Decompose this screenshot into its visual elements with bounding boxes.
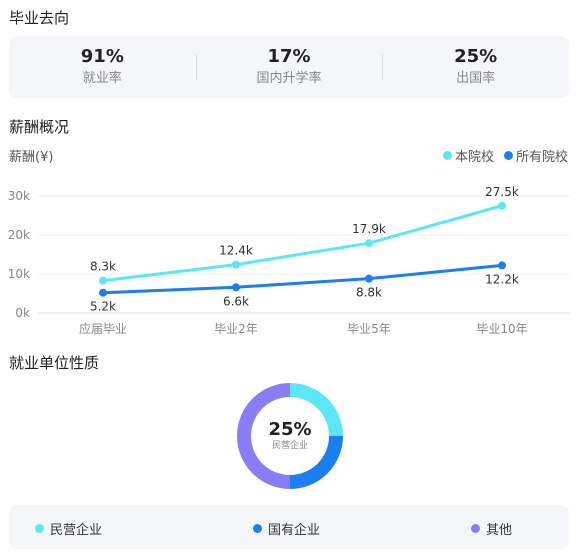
legend-label: 其他 xyxy=(486,523,513,538)
series-line-school xyxy=(102,204,503,283)
stat-abroad-rate: 25% 出国率 xyxy=(382,46,569,88)
donut-slice[interactable] xyxy=(289,383,343,437)
series-line-all xyxy=(102,263,503,295)
x-tick-label: 毕业5年 xyxy=(347,322,391,336)
stat-domestic-study-rate: 17% 国内升学率 xyxy=(195,46,383,88)
data-label: 6.6k xyxy=(223,294,249,308)
data-point xyxy=(99,276,107,285)
y-tick-label: 20k xyxy=(8,228,30,242)
salary-line-chart: 0k 10k 20k 30k 应届毕业 毕业2年 毕业5年 毕业10年 8.3k 12.4k 17.… xyxy=(8,185,570,336)
data-label: 12.4k xyxy=(219,244,253,258)
data-label: 17.9k xyxy=(352,222,386,236)
stat-value: 17% xyxy=(267,46,311,67)
employment-section-title: 毕业去向 xyxy=(9,9,70,27)
legend-item-private[interactable]: 民营企业 xyxy=(35,519,102,538)
donut-slice[interactable] xyxy=(289,435,343,489)
donut-slice[interactable] xyxy=(237,383,291,489)
chart-y-axis-label: 薪酬(¥) xyxy=(9,150,54,165)
salary-section-title: 薪酬概况 xyxy=(9,118,70,136)
data-point xyxy=(498,261,506,270)
y-tick-label: 30k xyxy=(8,189,30,203)
legend-dot-icon xyxy=(35,524,44,533)
legend-item-state-owned[interactable]: 国有企业 xyxy=(253,519,320,538)
data-label: 5.2k xyxy=(90,300,116,314)
legend-item-school[interactable]: 本院校 xyxy=(442,146,494,165)
legend-dot-icon xyxy=(471,524,480,533)
data-point xyxy=(365,274,373,283)
employer-type-section-title: 就业单位性质 xyxy=(9,354,100,372)
data-point xyxy=(365,239,373,248)
donut-chart xyxy=(237,383,343,489)
legend-item-all[interactable]: 所有院校 xyxy=(503,146,568,165)
data-point xyxy=(99,288,107,297)
donut-center: 25% 民营企业 xyxy=(236,382,344,490)
employer-type-donut: 25% 民营企业 xyxy=(236,382,344,490)
stat-label: 就业率 xyxy=(82,71,122,86)
data-label: 8.3k xyxy=(90,260,116,274)
legend-label: 本院校 xyxy=(454,150,494,165)
donut-center-value: 25% xyxy=(268,419,312,440)
stat-label: 出国率 xyxy=(456,71,496,86)
legend-dot-icon xyxy=(442,151,452,160)
data-label: 27.5k xyxy=(485,185,519,199)
chart-legend: 本院校 所有院校 xyxy=(442,146,568,165)
stat-value: 91% xyxy=(80,46,124,67)
legend-dot-icon xyxy=(253,524,262,533)
data-point xyxy=(232,260,240,269)
data-label: 8.8k xyxy=(356,286,382,300)
employer-type-legend: 民营企业 国有企业 其他 xyxy=(9,505,569,549)
x-tick-label: 应届毕业 xyxy=(79,321,127,336)
legend-item-other[interactable]: 其他 xyxy=(471,519,512,538)
legend-dot-icon xyxy=(503,151,513,160)
y-tick-label: 0k xyxy=(15,306,30,320)
x-tick-label: 毕业10年 xyxy=(476,322,527,336)
x-tick-label: 毕业2年 xyxy=(214,322,258,336)
y-tick-label: 10k xyxy=(8,267,30,281)
employment-stats-card: 91% 就业率 17% 国内升学率 25% 出国率 xyxy=(9,36,569,98)
data-point xyxy=(498,201,506,210)
stat-employment-rate: 91% 就业率 xyxy=(9,46,196,88)
donut-center-label: 民营企业 xyxy=(271,441,308,451)
stat-value: 25% xyxy=(454,46,498,67)
data-point xyxy=(232,283,240,292)
legend-label: 国有企业 xyxy=(268,523,321,538)
stat-label: 国内升学率 xyxy=(256,71,322,86)
legend-label: 民营企业 xyxy=(50,523,103,538)
data-label: 12.2k xyxy=(485,272,519,286)
legend-label: 所有院校 xyxy=(515,150,568,165)
